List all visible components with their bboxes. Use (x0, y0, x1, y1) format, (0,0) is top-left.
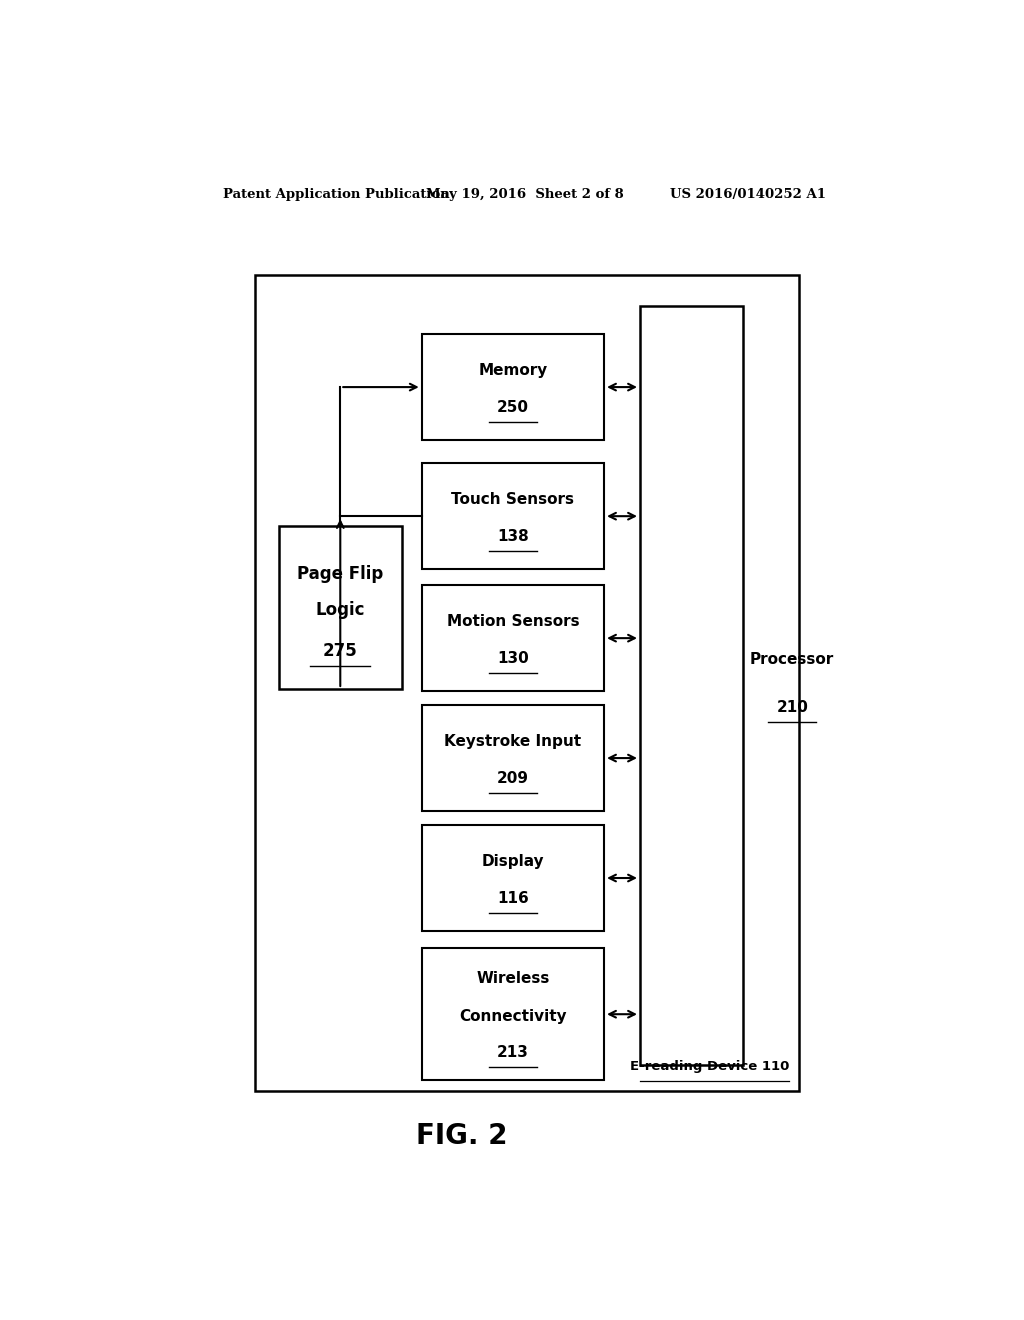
Bar (422, 585, 604, 690)
Text: Page Flip: Page Flip (297, 565, 383, 583)
Bar (279, 527, 401, 689)
Text: Logic: Logic (315, 601, 365, 619)
Text: Touch Sensors: Touch Sensors (452, 492, 574, 507)
Text: 213: 213 (497, 1045, 528, 1060)
Text: E-reading Device 110: E-reading Device 110 (630, 1060, 790, 1073)
Text: Wireless: Wireless (476, 972, 550, 986)
Bar (640, 306, 743, 1065)
Bar (422, 463, 604, 569)
Bar (422, 825, 604, 931)
Bar (422, 334, 604, 440)
Text: 275: 275 (323, 643, 357, 660)
Text: Patent Application Publication: Patent Application Publication (223, 189, 450, 202)
Text: 130: 130 (497, 651, 528, 667)
Text: May 19, 2016  Sheet 2 of 8: May 19, 2016 Sheet 2 of 8 (426, 189, 624, 202)
Bar (255, 276, 799, 1092)
Text: 116: 116 (497, 891, 528, 906)
Text: 138: 138 (497, 529, 528, 544)
Text: 250: 250 (497, 400, 528, 414)
Text: US 2016/0140252 A1: US 2016/0140252 A1 (671, 189, 826, 202)
Text: FIG. 2: FIG. 2 (416, 1122, 507, 1150)
Text: Keystroke Input: Keystroke Input (444, 734, 582, 750)
Text: Motion Sensors: Motion Sensors (446, 614, 580, 630)
Text: Connectivity: Connectivity (459, 1008, 566, 1024)
Bar (422, 948, 604, 1080)
Text: Processor: Processor (751, 652, 835, 668)
Text: Memory: Memory (478, 363, 548, 379)
Text: 209: 209 (497, 771, 528, 785)
Text: Display: Display (481, 854, 544, 870)
Bar (422, 705, 604, 810)
Text: 210: 210 (776, 701, 808, 715)
